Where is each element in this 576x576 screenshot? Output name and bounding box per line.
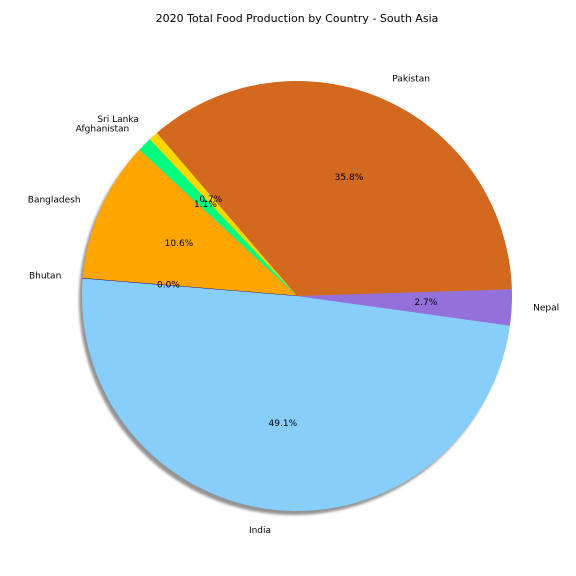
- pie-slice-india: [81, 278, 510, 512]
- pie-slice-afghanistan: [139, 139, 297, 296]
- pct-label-pakistan: 35.8%: [335, 173, 364, 183]
- pie-slice-nepal: [297, 289, 512, 326]
- pie-labels: Afghanistan 1.1% Bangladesh 10.6% Bhutan 0.0%…: [28, 75, 559, 537]
- slice-label-pakistan: Pakistan: [392, 75, 430, 85]
- pie-slice-bangladesh: [82, 149, 297, 296]
- pie-slice-pakistan: [156, 80, 512, 296]
- pct-label-sri-lanka: 0.7%: [199, 195, 222, 205]
- slice-label-afghanistan: Afghanistan: [76, 124, 130, 134]
- pct-label-india: 49.1%: [269, 419, 298, 429]
- slice-label-bangladesh: Bangladesh: [28, 196, 81, 206]
- pie-slice-sri-lanka: [149, 132, 297, 296]
- pie-slices: [81, 80, 512, 512]
- pct-label-bhutan: 0.0%: [157, 280, 180, 290]
- slice-label-india: India: [249, 526, 271, 536]
- chart-title: 2020 Total Food Production by Country - …: [156, 12, 439, 25]
- pct-label-afghanistan: 1.1%: [194, 200, 217, 210]
- slice-label-bhutan: Bhutan: [29, 272, 61, 282]
- slice-label-sri-lanka: Sri Lanka: [97, 115, 139, 125]
- slice-label-nepal: Nepal: [533, 304, 559, 314]
- pct-label-bangladesh: 10.6%: [165, 239, 194, 249]
- pct-label-nepal: 2.7%: [414, 298, 437, 308]
